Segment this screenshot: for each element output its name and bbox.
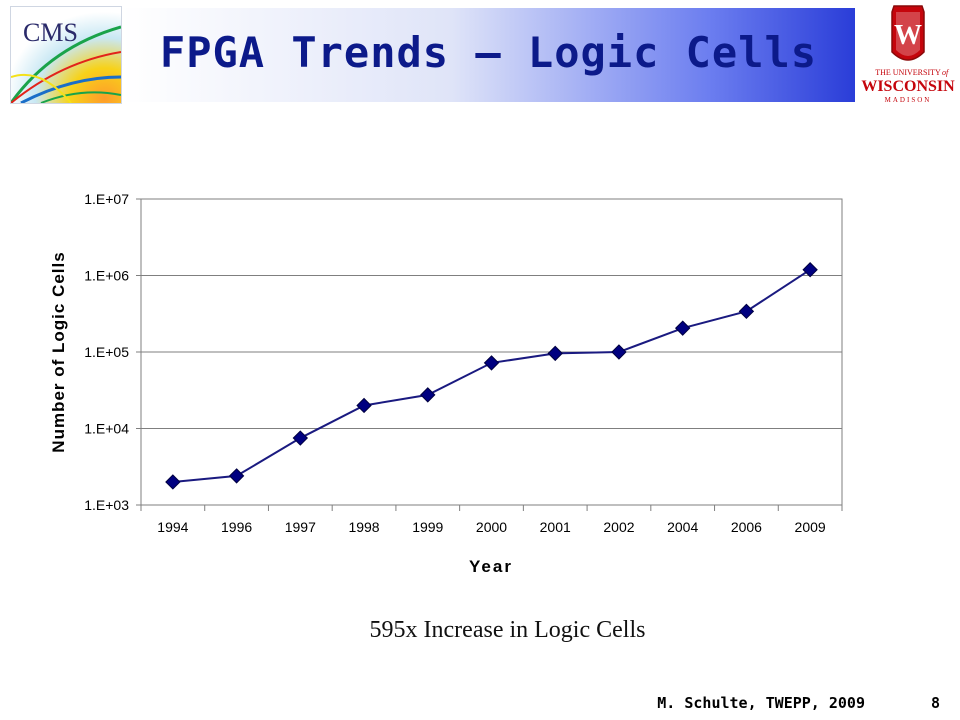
x-tick-label: 1998 — [348, 519, 379, 535]
data-point-marker — [674, 320, 691, 336]
x-tick-label: 1994 — [157, 519, 188, 535]
x-tick-label: 1999 — [412, 519, 443, 535]
data-point-marker — [420, 387, 436, 403]
x-tick-label: 2001 — [540, 519, 571, 535]
data-point-marker — [802, 262, 818, 278]
x-tick-label: 2002 — [603, 519, 634, 535]
data-point-marker — [483, 355, 500, 371]
data-point-marker — [547, 345, 563, 362]
slide-caption: 595x Increase in Logic Cells — [369, 617, 646, 643]
x-tick-label: 2009 — [795, 519, 826, 535]
uw-main-line: WISCONSIN — [861, 78, 955, 95]
x-tick-label: 2000 — [476, 519, 507, 535]
ticks-layer: 1.E+03 1.E+04 1.E+05 1.E+06 1.E+07 1994 1996 19… — [84, 191, 843, 535]
data-point-marker — [165, 474, 181, 490]
uw-sub-line: MADISON — [885, 96, 932, 104]
data-point-marker — [228, 468, 245, 484]
cms-logo-text: CMS — [23, 18, 78, 47]
y-tick-label: 1.E+04 — [84, 421, 129, 437]
uw-of: of — [942, 68, 950, 77]
uw-madison-logo: W THE UNIVERSITY of WISCONSIN MADISON — [856, 2, 960, 106]
uw-crest-icon — [891, 5, 925, 61]
y-axis-title: Number of Logic Cells — [49, 251, 68, 452]
series-layer — [165, 262, 818, 490]
x-tick-label: 1997 — [285, 519, 316, 535]
x-tick-label: 2004 — [667, 519, 698, 535]
x-tick-label: 1996 — [221, 519, 252, 535]
uw-top-line: THE UNIVERSITY — [875, 68, 941, 77]
data-point-marker — [356, 397, 372, 414]
y-tick-label: 1.E+05 — [84, 344, 129, 360]
uw-crest-letter: W — [894, 20, 922, 51]
data-point-marker — [611, 344, 627, 360]
y-tick-label: 1.E+06 — [84, 268, 129, 284]
y-tick-label: 1.E+07 — [84, 191, 129, 207]
cms-logo: CMS — [9, 6, 122, 105]
x-tick-label: 2006 — [731, 519, 762, 535]
grid-layer — [141, 198, 842, 506]
series-line — [172, 268, 811, 483]
data-point-marker — [292, 430, 309, 446]
slide-title: FPGA Trends – Logic Cells — [159, 28, 818, 77]
title-bar: FPGA Trends – Logic Cells — [122, 8, 855, 102]
data-point-marker — [738, 303, 755, 320]
footer-author: M. Schulte, TWEPP, 2009 — [657, 694, 865, 712]
x-axis-title: Year — [469, 557, 513, 576]
slide-number: 8 — [930, 694, 940, 712]
y-tick-label: 1.E+03 — [84, 497, 129, 513]
